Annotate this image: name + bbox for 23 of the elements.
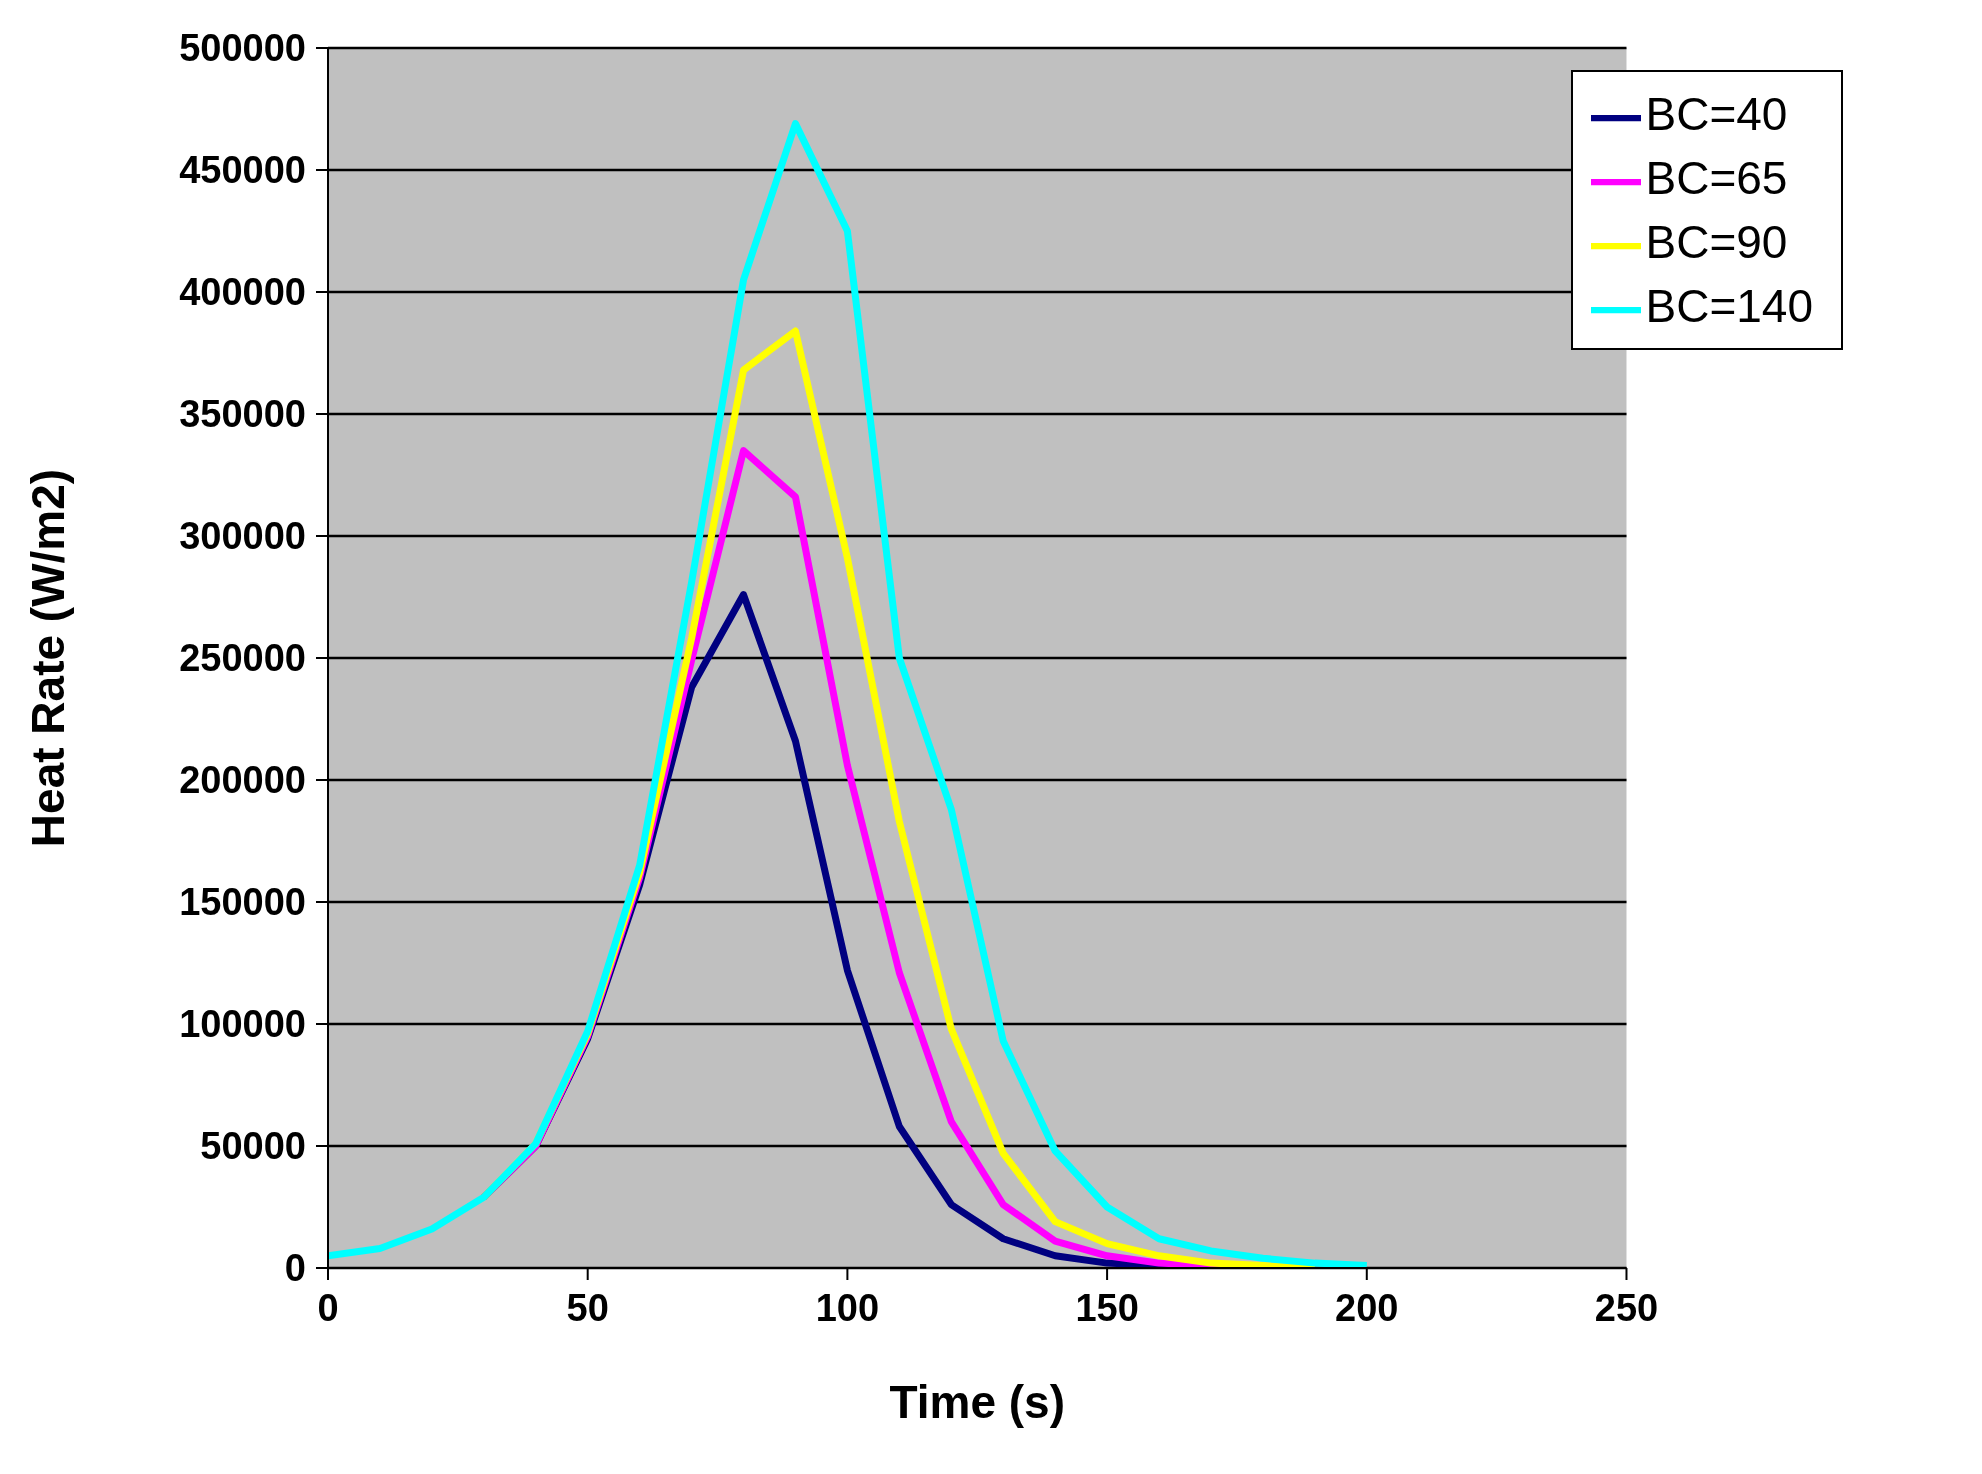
legend-label: BC=40: [1645, 88, 1788, 140]
legend-label: BC=90: [1645, 216, 1788, 268]
y-axis-title: Heat Rate (W/m2): [22, 468, 75, 848]
y-tick-label: 500000: [179, 27, 306, 70]
y-tick-label: 100000: [179, 1003, 306, 1046]
y-tick-label: 200000: [179, 759, 306, 802]
x-axis-title: Time (s): [889, 1376, 1066, 1428]
x-tick-label: 250: [1594, 1286, 1659, 1329]
y-tick-label: 450000: [179, 149, 306, 192]
x-tick-label: 150: [1075, 1286, 1139, 1329]
x-tick-label: 0: [317, 1286, 339, 1329]
y-tick-label: 50000: [200, 1125, 306, 1168]
x-tick-label: 50: [566, 1286, 609, 1329]
y-tick-label: 250000: [179, 637, 306, 680]
legend-label: BC=140: [1645, 280, 1813, 332]
legend-label: BC=65: [1645, 152, 1788, 204]
x-tick-label: 100: [815, 1286, 880, 1329]
y-tick-label: 300000: [179, 515, 306, 558]
y-tick-label: 0: [284, 1247, 306, 1290]
y-tick-label: 400000: [179, 271, 306, 314]
x-tick-label: 200: [1335, 1286, 1399, 1329]
y-tick-label: 150000: [179, 881, 306, 924]
y-tick-label: 350000: [179, 393, 306, 436]
